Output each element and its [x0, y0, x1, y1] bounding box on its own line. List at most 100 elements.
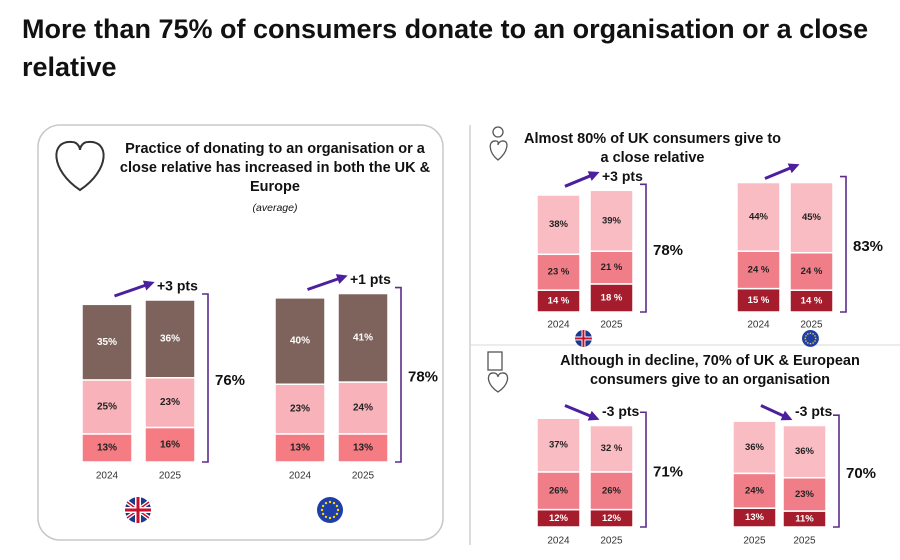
value-label: 36%: [795, 446, 815, 457]
person-icon: [489, 140, 508, 161]
change-label: +3 pts: [157, 278, 198, 294]
bar-segment: [536, 417, 581, 473]
value-label: 11%: [795, 514, 814, 525]
bracket: [202, 293, 209, 463]
eu-star: [805, 340, 807, 342]
bar-segment: [337, 381, 389, 435]
value-label: 13%: [97, 443, 117, 454]
value-label: 24%: [353, 403, 373, 414]
value-label: 23%: [290, 404, 310, 415]
x-tick-label: 2025: [600, 320, 623, 331]
value-label: 24 %: [801, 266, 823, 277]
uk-flag: [575, 330, 592, 347]
eu-star: [324, 515, 328, 519]
value-label: 23 %: [548, 267, 570, 278]
building-icon: [487, 351, 503, 371]
panel-title: Practice of donating to an organisation …: [119, 141, 431, 195]
value-label: 36%: [160, 334, 180, 345]
bar-segment: [732, 420, 777, 475]
x-tick-label: 2024: [547, 536, 570, 547]
bar-segment: [536, 194, 581, 256]
bar-segment: [736, 181, 781, 252]
value-label: 39%: [602, 215, 622, 226]
total-label: 83%: [853, 238, 883, 255]
value-label: 32 %: [601, 443, 623, 454]
value-label: 26%: [549, 485, 569, 496]
value-label: 13%: [353, 443, 373, 454]
eu-star: [336, 508, 340, 512]
eu-star: [321, 512, 325, 516]
bar-segment: [782, 476, 827, 512]
eu-star: [328, 500, 332, 504]
value-label: 35%: [97, 337, 117, 348]
value-label: 13%: [290, 443, 310, 454]
value-label: 38%: [549, 219, 569, 230]
value-label: 24%: [745, 485, 765, 496]
value-label: 26%: [602, 485, 622, 496]
trend-arrow-head: [142, 280, 155, 291]
x-tick-label: 2025: [600, 536, 623, 547]
trend-arrow-head: [335, 274, 348, 284]
value-label: 14 %: [548, 296, 570, 307]
eu-star: [335, 504, 339, 508]
x-tick-label: 2024: [96, 471, 119, 482]
x-tick-label: 2024: [747, 320, 770, 331]
person-icon: [492, 126, 504, 138]
value-label: 40%: [290, 336, 310, 347]
bar-segment: [337, 292, 389, 383]
eu-star: [332, 515, 336, 519]
eu-flag: [317, 497, 343, 523]
bar-segment: [589, 283, 634, 313]
value-label: 13%: [745, 512, 765, 523]
value-label: 15 %: [748, 295, 770, 306]
panel-note: (average): [252, 202, 298, 214]
trend-arrow: [564, 172, 595, 188]
eu-star: [320, 508, 324, 512]
change-label: +3 pts: [602, 168, 643, 184]
value-label: 36%: [745, 442, 765, 453]
value-label: 23%: [160, 397, 180, 408]
bar-segment: [589, 189, 634, 252]
eu-star: [324, 501, 328, 505]
x-tick-label: 2025: [352, 471, 375, 482]
x-tick-label: 2025: [800, 320, 823, 331]
total-label: 78%: [653, 242, 683, 259]
trend-arrow: [760, 404, 788, 419]
eu-star: [812, 342, 814, 344]
eu-star: [804, 337, 807, 340]
eu-star: [812, 333, 814, 335]
heart-icon: [487, 372, 509, 393]
value-label: 21 %: [601, 262, 623, 273]
page-title: More than 75% of consumers donate to an …: [22, 14, 869, 82]
bracket: [840, 175, 847, 313]
eu-star: [805, 335, 807, 337]
value-label: 24 %: [748, 264, 770, 275]
x-tick-label: 2024: [289, 471, 312, 482]
bar-segment: [782, 424, 827, 479]
trend-arrow-head: [587, 410, 600, 421]
trend-arrow-head: [587, 171, 600, 181]
value-label: 18 %: [601, 292, 623, 303]
eu-star: [814, 337, 817, 340]
trend-arrow: [114, 282, 150, 298]
bar-segment: [81, 303, 133, 381]
value-label: 25%: [97, 402, 117, 413]
bar-segment: [81, 433, 133, 463]
bar-segment: [274, 433, 326, 463]
heart-icon: [55, 140, 105, 192]
eu-star: [328, 516, 332, 520]
bracket: [640, 183, 647, 313]
panel-title: Although in decline, 70% of UK & Europea…: [560, 353, 860, 388]
total-label: 76%: [215, 372, 245, 389]
bar-segment: [274, 383, 326, 435]
change-label: -3 pts: [795, 403, 833, 419]
total-label: 71%: [653, 464, 683, 481]
eu-star: [814, 340, 816, 342]
value-label: 14 %: [801, 296, 823, 307]
value-label: 44%: [749, 211, 769, 222]
bar-segment: [536, 253, 581, 291]
eu-star: [335, 512, 339, 516]
bar-segment: [789, 181, 834, 254]
value-label: 16%: [160, 439, 180, 450]
